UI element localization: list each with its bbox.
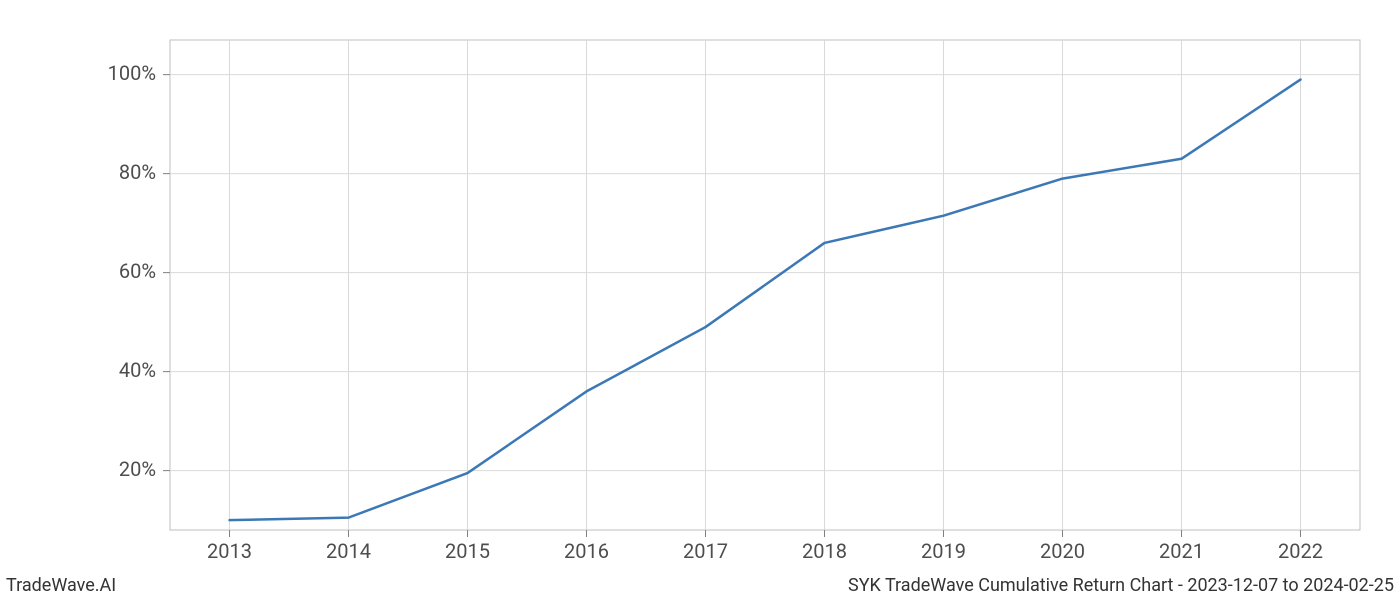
x-tick-label: 2021 (1159, 539, 1204, 563)
x-tick-label: 2013 (207, 539, 252, 563)
chart-container: 20% 40% 60% 80% 100% 2013 2014 2015 2016 2017 2018… (0, 0, 1400, 600)
y-tick-label: 80% (119, 160, 156, 184)
footer-left-text: TradeWave.AI (6, 575, 116, 596)
x-tick-label: 2022 (1278, 539, 1323, 563)
y-tick-label: 100% (108, 61, 156, 85)
line-series (230, 80, 1301, 520)
x-tick-label: 2015 (445, 539, 490, 563)
line-chart: 20% 40% 60% 80% 100% 2013 2014 2015 2016 2017 2018… (0, 0, 1400, 600)
y-tick-label: 40% (119, 358, 156, 382)
x-tick-label: 2016 (564, 539, 609, 563)
y-tick-label: 20% (119, 457, 156, 481)
x-tick-label: 2019 (921, 539, 966, 563)
x-tick-label: 2020 (1040, 539, 1085, 563)
x-tick-label: 2018 (802, 539, 847, 563)
x-tick-label: 2017 (683, 539, 728, 563)
y-tick-label: 60% (119, 259, 156, 283)
footer-right-text: SYK TradeWave Cumulative Return Chart - … (848, 575, 1394, 596)
x-tick-label: 2014 (326, 539, 371, 563)
